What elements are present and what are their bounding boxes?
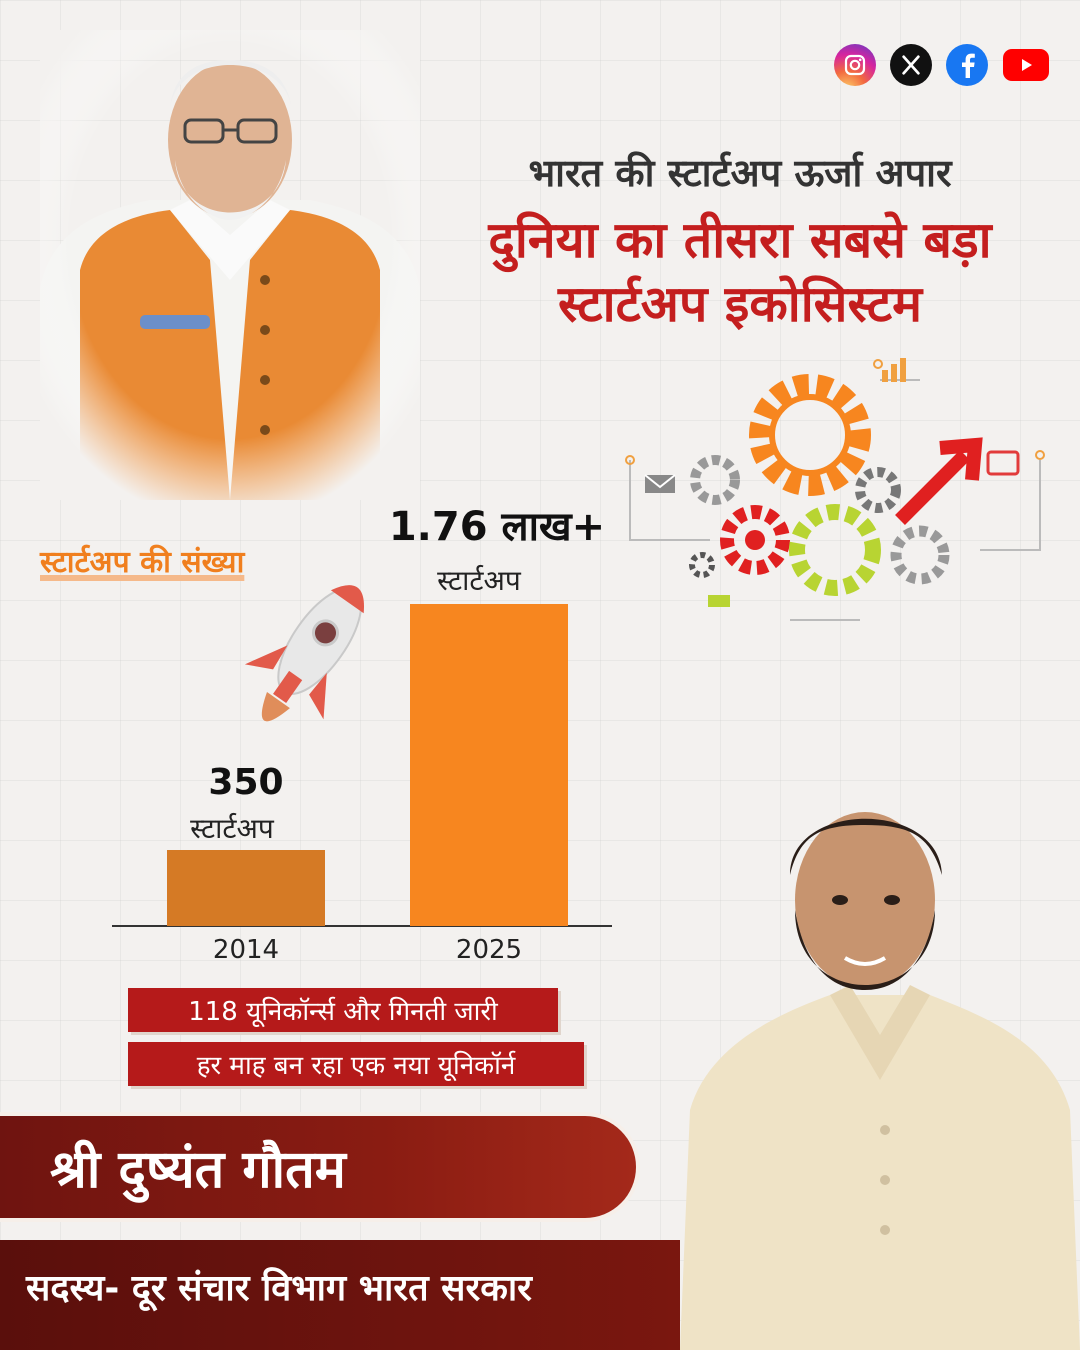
facebook-icon[interactable] [946,44,988,86]
rocket-icon [244,585,364,722]
headline-line-1: भारत की स्टार्टअप ऊर्जा अपार [528,151,952,195]
headline-main: दुनिया का तीसरा सबसे बड़ा स्टार्टअप इकोस… [420,208,1060,336]
person-photo [680,812,1080,1350]
unicorn-rate-banner: हर माह बन रहा एक नया यूनिकॉर्न [128,1042,584,1086]
instagram-icon[interactable] [834,44,876,86]
headline-line-3: स्टार्टअप इकोसिस्टम [557,275,922,333]
social-icons [834,44,1050,86]
youtube-icon[interactable] [1002,44,1050,86]
x-icon[interactable] [890,44,932,86]
person-name: श्री दुष्यंत गौतम [50,1140,346,1200]
leader-photo-top [40,30,420,500]
role-band [0,1240,680,1350]
person-role: सदस्य- दूर संचार विभाग भारत सरकार [26,1268,532,1309]
unicorn-count-banner: 118 यूनिकॉर्न्स और गिनती जारी [128,988,558,1032]
gears-growth-icon [625,358,1045,621]
headline-line-2: दुनिया का तीसरा सबसे बड़ा [488,211,992,269]
chart-title: स्टार्टअप की संख्या [40,545,245,580]
name-band [0,1112,640,1222]
